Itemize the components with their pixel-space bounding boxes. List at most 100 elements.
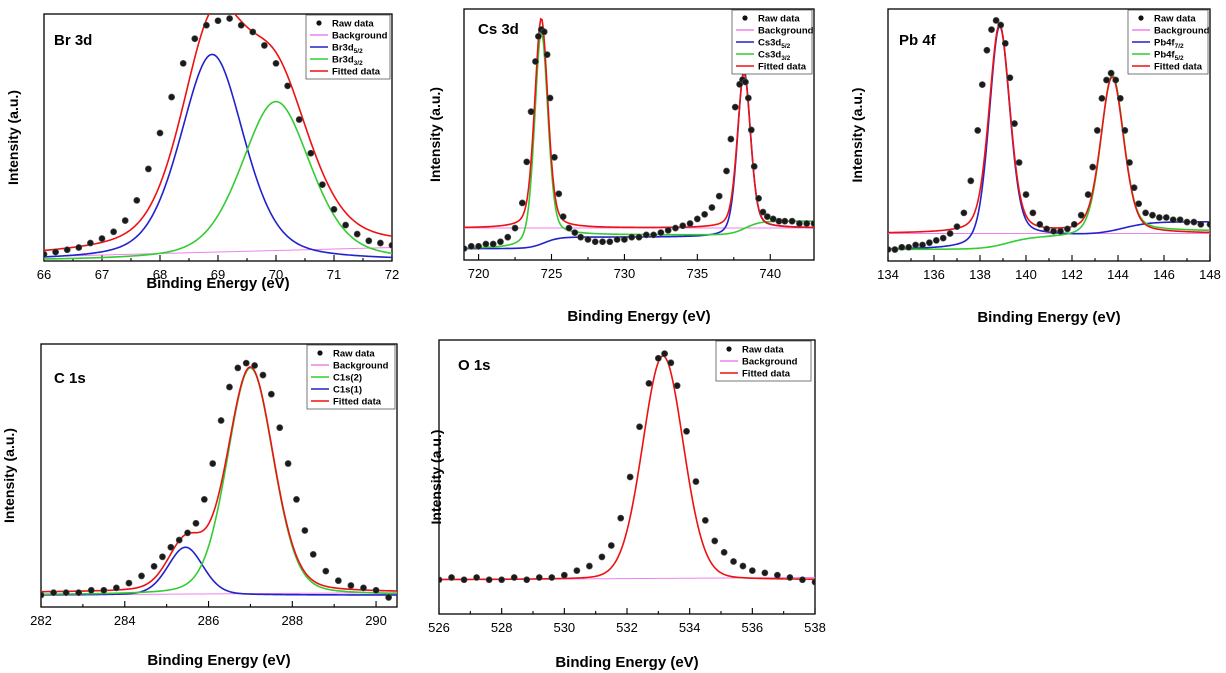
legend-marker-dot: [316, 20, 322, 26]
raw-data-point: [650, 231, 657, 239]
raw-data-point: [912, 241, 919, 249]
raw-data-point: [769, 215, 777, 223]
raw-data-point: [360, 584, 367, 592]
raw-data-point: [125, 579, 133, 587]
raw-data-point: [439, 576, 443, 584]
raw-data-point: [342, 221, 349, 229]
raw-data-point: [686, 220, 694, 227]
raw-data-point: [988, 26, 995, 34]
raw-data-point: [200, 496, 208, 503]
legend-entry-label: Pb4f7/2: [1154, 38, 1184, 51]
raw-data-point: [974, 127, 982, 134]
raw-data-point: [535, 574, 543, 581]
x-axis-label: Binding Energy (eV): [977, 309, 1120, 326]
chart-panel-4: 282 284 286 288 290 Binding Energy (eV) Intens…: [1, 343, 398, 669]
raw-data-point: [667, 359, 675, 367]
raw-data-point: [672, 224, 679, 232]
legend-marker-dot: [1138, 15, 1144, 21]
raw-data-point: [613, 236, 621, 243]
raw-data-point: [657, 229, 665, 237]
raw-data-point: [293, 496, 300, 503]
raw-data-point: [62, 589, 70, 597]
raw-data-point: [307, 149, 315, 157]
raw-data-point: [159, 553, 166, 561]
raw-data-point: [1057, 227, 1064, 235]
legend-entry-subscript: 3/2: [354, 60, 363, 67]
x-tick-label: 532: [616, 620, 638, 635]
x-tick-label: 148: [1199, 267, 1221, 282]
raw-data-point: [953, 223, 961, 231]
raw-data-point: [504, 233, 512, 241]
raw-data-point: [796, 220, 803, 227]
raw-data-point: [184, 529, 191, 537]
raw-data-point: [167, 543, 175, 551]
raw-data-point: [727, 135, 735, 143]
raw-data-point: [759, 208, 767, 216]
x-tick-label: 134: [877, 267, 899, 282]
raw-data-point: [799, 576, 806, 584]
x-tick-label: 534: [679, 620, 701, 635]
raw-data-point: [960, 209, 968, 217]
x-tick-label: 138: [969, 267, 991, 282]
legend-entry-text: Pb4f: [1154, 38, 1175, 49]
raw-data-point: [347, 582, 355, 589]
raw-data-point: [905, 243, 913, 251]
raw-data-point: [249, 28, 257, 36]
raw-data-point: [683, 427, 690, 435]
raw-data-point: [388, 241, 392, 249]
legend-entry-text: Raw data: [333, 349, 375, 360]
raw-data-point: [330, 205, 338, 213]
legend-entry-label: Raw data: [332, 19, 374, 30]
raw-data-point: [1043, 225, 1051, 233]
legend-entry-subscript: 5/2: [781, 43, 790, 50]
chart-panel-2: 720 725 730 735 740 Binding Energy (eV) Intens…: [427, 8, 815, 325]
raw-data-point: [295, 116, 303, 123]
raw-data-point: [591, 238, 599, 246]
panel-title: Cs 3d: [478, 21, 519, 38]
raw-data-point: [997, 21, 1005, 29]
y-axis-label: Intensity (a.u.): [428, 430, 444, 525]
raw-data-point: [98, 235, 106, 242]
raw-data-point: [781, 217, 789, 225]
x-tick-label: 530: [553, 620, 575, 635]
raw-data-point: [1130, 184, 1138, 192]
legend-entry-label: Cs3d3/2: [758, 50, 791, 63]
legend-entry-text: Background: [742, 357, 798, 368]
raw-data-point: [202, 21, 210, 29]
raw-data-point: [577, 233, 585, 241]
raw-data-point: [715, 192, 723, 200]
legend-entry-text: Raw data: [758, 14, 800, 25]
x-axis-label: Binding Energy (eV): [146, 275, 289, 292]
raw-data-point: [1183, 218, 1191, 226]
raw-data-point: [260, 42, 268, 49]
legend-entry-subscript: 3/2: [781, 55, 790, 62]
raw-data-point: [701, 516, 709, 524]
plot-area: [888, 17, 1210, 253]
x-tick-label: 528: [491, 620, 513, 635]
legend-entry-text: Cs3d: [758, 50, 781, 61]
raw-data-point: [322, 567, 330, 575]
raw-data-point: [551, 153, 558, 161]
legend-entry-label: Fitted data: [758, 62, 807, 73]
raw-data-point: [242, 359, 250, 367]
raw-data-point: [565, 224, 573, 232]
legend-entry-label: Fitted data: [1154, 62, 1203, 73]
raw-data-point: [334, 577, 342, 585]
x-tick-label: 730: [614, 266, 636, 281]
panel-title: C 1s: [54, 370, 86, 387]
raw-data-point: [679, 222, 687, 230]
raw-data-point: [673, 382, 681, 390]
raw-data-point: [628, 233, 636, 241]
raw-data-point: [175, 536, 183, 544]
x-tick-label: 290: [365, 613, 387, 628]
raw-data-point: [482, 240, 490, 248]
legend-entry-label: Background: [1154, 26, 1210, 37]
x-tick-label: 282: [30, 613, 52, 628]
raw-data-point: [978, 81, 986, 88]
legend-entry-text: Fitted data: [332, 67, 381, 78]
legend-entry-label: Raw data: [742, 345, 784, 356]
legend-entry-label: Raw data: [333, 349, 375, 360]
raw-data-point: [251, 362, 258, 369]
legend-entry-text: Fitted data: [333, 397, 382, 408]
